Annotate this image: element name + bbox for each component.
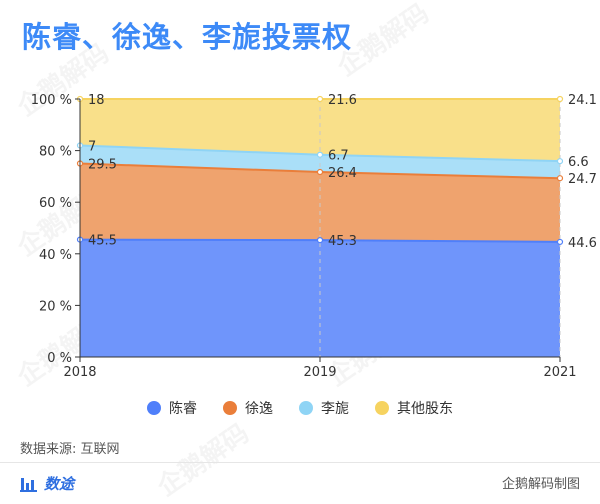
data-point <box>556 175 564 182</box>
area-0 <box>80 239 560 357</box>
legend-label: 其他股东 <box>397 401 453 417</box>
brand-name: 数途 <box>44 475 75 493</box>
data-label: 29.5 <box>88 158 117 173</box>
y-tick-label: 20 % <box>39 299 72 314</box>
brand: 数途 <box>20 473 74 494</box>
data-label: 7 <box>88 139 96 154</box>
legend: 陈睿 徐逸 李旎 其他股东 <box>0 398 600 418</box>
data-label: 21.6 <box>328 93 357 108</box>
y-tick-label: 40 % <box>39 248 72 263</box>
data-point <box>556 95 564 103</box>
data-label: 26.4 <box>328 166 357 181</box>
legend-item-others[interactable]: 其他股东 <box>375 398 453 418</box>
data-label: 6.7 <box>328 149 349 164</box>
data-label: 44.6 <box>568 236 597 251</box>
footer-bar: 数途 企鹅解码制图 <box>0 462 600 501</box>
data-label: 24.1 <box>568 93 597 108</box>
legend-item-chenrui[interactable]: 陈睿 <box>147 398 197 418</box>
data-point <box>316 151 324 158</box>
data-label: 18 <box>88 93 105 108</box>
bar-chart-icon <box>20 477 37 492</box>
y-tick-label: 100 % <box>31 93 72 108</box>
data-label: 24.7 <box>568 172 597 187</box>
data-point <box>316 237 324 244</box>
data-point <box>556 158 564 165</box>
y-tick-label: 80 % <box>39 145 72 160</box>
data-point <box>556 238 564 246</box>
legend-item-lini[interactable]: 李旎 <box>299 398 349 418</box>
legend-dot <box>147 401 161 415</box>
area-3 <box>80 99 560 162</box>
legend-dot <box>299 401 313 415</box>
legend-dot <box>375 401 389 415</box>
legend-label: 陈睿 <box>169 401 197 417</box>
x-tick-label: 2018 <box>63 365 96 380</box>
area-chart: 45.5 45.3 44.6 29.5 26.4 24.7 7 6.7 6.6 18 21.6 24.… <box>31 93 597 380</box>
legend-label: 李旎 <box>321 401 349 417</box>
credit: 企鹅解码制图 <box>501 477 580 492</box>
data-label: 6.6 <box>568 155 589 170</box>
legend-label: 徐逸 <box>245 401 273 417</box>
y-tick-label: 0 % <box>47 351 72 366</box>
data-label: 45.3 <box>328 234 357 249</box>
chart-title: 陈睿、徐逸、李旎投票权 <box>22 20 353 54</box>
legend-dot <box>223 401 237 415</box>
data-point <box>316 168 324 176</box>
data-point <box>316 95 324 103</box>
area-1 <box>80 163 560 242</box>
legend-item-xuyi[interactable]: 徐逸 <box>223 398 273 418</box>
data-source: 数据来源: 互联网 <box>20 442 120 457</box>
area-2 <box>80 145 560 179</box>
x-tick-label: 2019 <box>303 365 336 380</box>
x-tick-label: 2021 <box>543 365 576 380</box>
data-label: 45.5 <box>88 234 117 249</box>
y-tick-label: 60 % <box>39 196 72 211</box>
